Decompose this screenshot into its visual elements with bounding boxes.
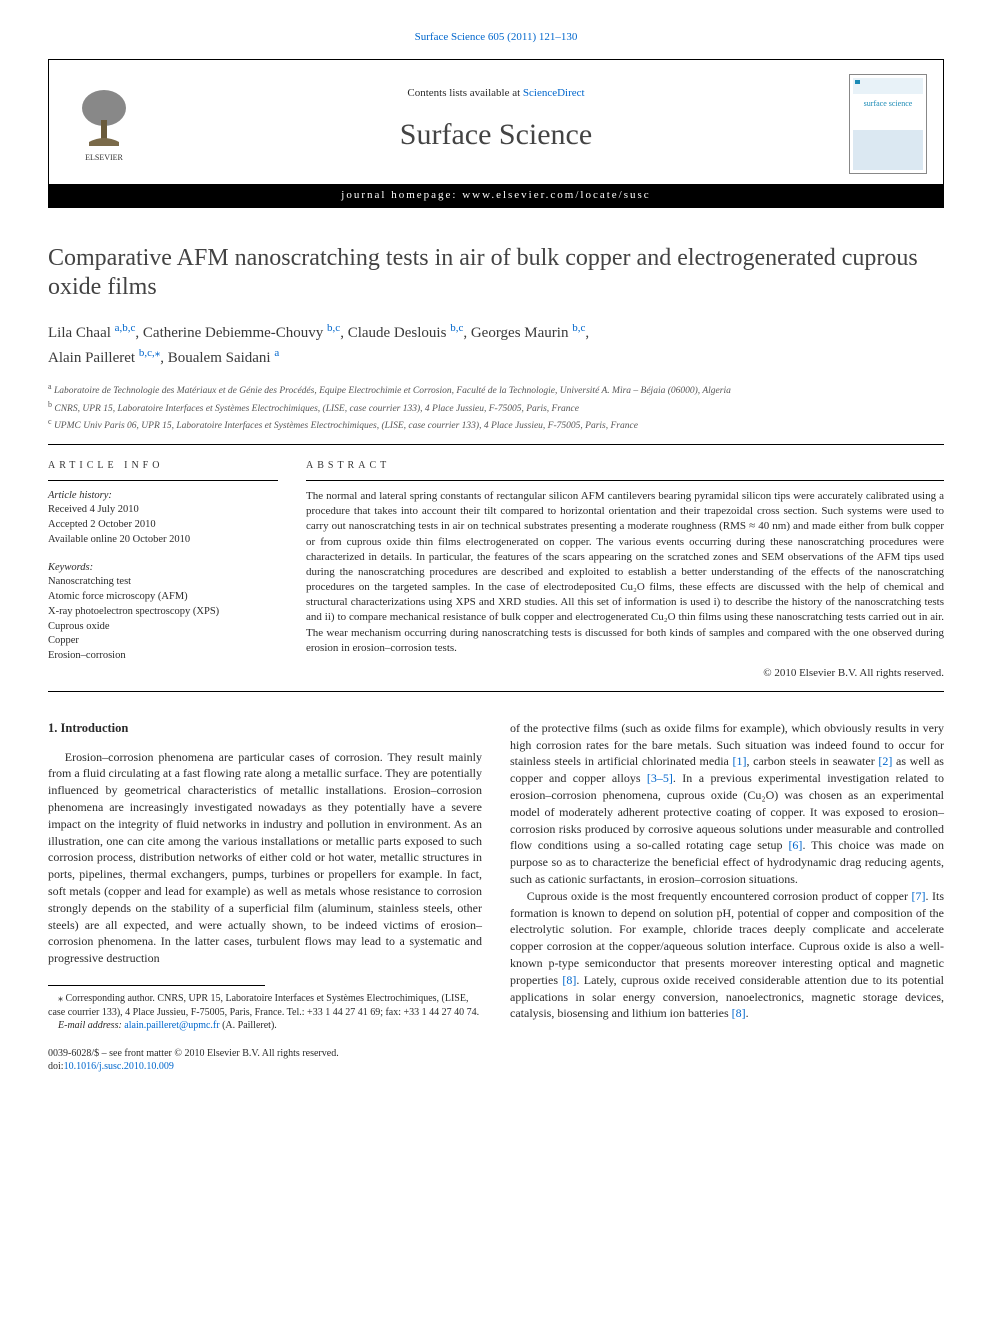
ref-link[interactable]: [7] [911, 889, 925, 903]
doi-label: doi: [48, 1061, 64, 1072]
ref-link[interactable]: [8] [562, 973, 576, 987]
affiliation-line: b CNRS, UPR 15, Laboratoire Interfaces e… [48, 399, 944, 416]
email-link[interactable]: alain.pailleret@upmc.fr [124, 1020, 219, 1031]
publisher-logo-cell: ELSEVIER [49, 78, 159, 170]
ref-link[interactable]: [1] [733, 754, 747, 768]
journal-header: ELSEVIER Contents lists available at Sci… [48, 59, 944, 208]
sciencedirect-link[interactable]: ScienceDirect [523, 87, 585, 99]
header-center: Contents lists available at ScienceDirec… [159, 80, 833, 167]
para-frag: . Lately, cuprous oxide received conside… [510, 973, 944, 1021]
ref-link[interactable]: [3–5] [647, 771, 673, 785]
elsevier-tree-logo: ELSEVIER [69, 84, 139, 164]
abs-rule [306, 480, 944, 481]
body-para: Cuprous oxide is the most frequently enc… [510, 888, 944, 1022]
header-row: ELSEVIER Contents lists available at Sci… [49, 60, 943, 184]
affiliation-line: c UPMC Univ Paris 06, UPR 15, Laboratoir… [48, 416, 944, 433]
journal-name: Surface Science [169, 115, 823, 156]
email-suffix: (A. Pailleret). [220, 1020, 277, 1031]
section-heading: 1. Introduction [48, 720, 482, 737]
keyword: Copper [48, 634, 278, 649]
accepted-line: Accepted 2 October 2010 [48, 518, 278, 533]
aff-link[interactable]: b,c [572, 322, 585, 334]
received-line: Received 4 July 2010 [48, 503, 278, 518]
abstract-header: ABSTRACT [306, 459, 944, 473]
aff-link[interactable]: a,b,c [115, 322, 136, 334]
author: Lila Chaal [48, 325, 115, 341]
para-frag: , carbon steels in seawater [747, 754, 879, 768]
author: , Catherine Debiemme-Chouvy [135, 325, 327, 341]
online-line: Available online 20 October 2010 [48, 533, 278, 548]
email-label: E-mail address: [58, 1020, 124, 1031]
keyword: Cuprous oxide [48, 620, 278, 635]
doi-line: doi:10.1016/j.susc.2010.10.009 [48, 1060, 482, 1074]
footnote-rule [48, 985, 265, 986]
author: , Boualem Saidani [160, 350, 274, 366]
article-info-col: ARTICLE INFO Article history: Received 4… [48, 459, 278, 681]
divider [48, 691, 944, 692]
homepage-bar: journal homepage: www.elsevier.com/locat… [49, 184, 943, 207]
doi-link[interactable]: 10.1016/j.susc.2010.10.009 [64, 1061, 174, 1072]
keyword: Nanoscratching test [48, 575, 278, 590]
article-title: Comparative AFM nanoscratching tests in … [48, 244, 944, 303]
para-frag: Cuprous oxide is the most frequently enc… [527, 889, 912, 903]
ref-link[interactable]: [6] [788, 838, 802, 852]
author-sep: , [585, 325, 589, 341]
author: , Claude Deslouis [340, 325, 450, 341]
contents-prefix: Contents lists available at [407, 87, 522, 99]
bottom-left-block: 0039-6028/$ – see front matter © 2010 El… [48, 1047, 482, 1074]
history-label: Article history: [48, 489, 278, 503]
abstract-col: ABSTRACT The normal and lateral spring c… [306, 459, 944, 681]
aff-text: UPMC Univ Paris 06, UPR 15, Laboratoire … [52, 421, 638, 431]
ref-link[interactable]: [8] [732, 1006, 746, 1020]
body-columns: 1. Introduction Erosion–corrosion phenom… [48, 720, 944, 1074]
keywords-block: Keywords: Nanoscratching test Atomic for… [48, 561, 278, 663]
aff-link[interactable]: a [274, 347, 279, 359]
email-footnote: E-mail address: alain.pailleret@upmc.fr … [48, 1019, 482, 1033]
ref-link[interactable]: [2] [878, 754, 892, 768]
abstract-copyright: © 2010 Elsevier B.V. All rights reserved… [306, 666, 944, 681]
body-col-right: of the protective films (such as oxide f… [510, 720, 944, 1074]
keyword: Erosion–corrosion [48, 649, 278, 664]
author-list: Lila Chaal a,b,c, Catherine Debiemme-Cho… [48, 320, 944, 369]
divider [48, 444, 944, 445]
aff-text: Laboratoire de Technologie des Matériaux… [52, 386, 731, 396]
info-abstract-row: ARTICLE INFO Article history: Received 4… [48, 459, 944, 681]
body-para: of the protective films (such as oxide f… [510, 720, 944, 888]
aff-text: CNRS, UPR 15, Laboratoire Interfaces et … [52, 404, 579, 414]
affiliation-line: a Laboratoire de Technologie des Matéria… [48, 381, 944, 398]
author: , Georges Maurin [463, 325, 572, 341]
keyword: X-ray photoelectron spectroscopy (XPS) [48, 605, 278, 620]
aff-link[interactable]: b,c, [139, 347, 155, 359]
svg-text:ELSEVIER: ELSEVIER [85, 153, 123, 162]
para-frag: . [746, 1006, 749, 1020]
info-rule [48, 480, 278, 481]
article-info-header: ARTICLE INFO [48, 459, 278, 473]
body-col-left: 1. Introduction Erosion–corrosion phenom… [48, 720, 482, 1074]
front-matter-line: 0039-6028/$ – see front matter © 2010 El… [48, 1047, 482, 1061]
author: Alain Pailleret [48, 350, 139, 366]
contents-line: Contents lists available at ScienceDirec… [169, 86, 823, 101]
abstract-text: The normal and lateral spring constants … [306, 489, 944, 656]
cover-text: surface science [864, 99, 913, 108]
corresponding-footnote: ⁎ Corresponding author. CNRS, UPR 15, La… [48, 992, 482, 1019]
journal-cover-thumb: surface science [849, 74, 927, 174]
aff-link[interactable]: b,c [327, 322, 340, 334]
keyword: Atomic force microscopy (AFM) [48, 590, 278, 605]
top-journal-ref: Surface Science 605 (2011) 121–130 [48, 30, 944, 45]
top-journal-link[interactable]: Surface Science 605 (2011) 121–130 [415, 31, 578, 43]
keywords-label: Keywords: [48, 561, 278, 575]
aff-link[interactable]: b,c [450, 322, 463, 334]
affiliations: a Laboratoire de Technologie des Matéria… [48, 381, 944, 433]
body-para: Erosion–corrosion phenomena are particul… [48, 749, 482, 967]
journal-cover-cell: surface science [833, 68, 943, 180]
